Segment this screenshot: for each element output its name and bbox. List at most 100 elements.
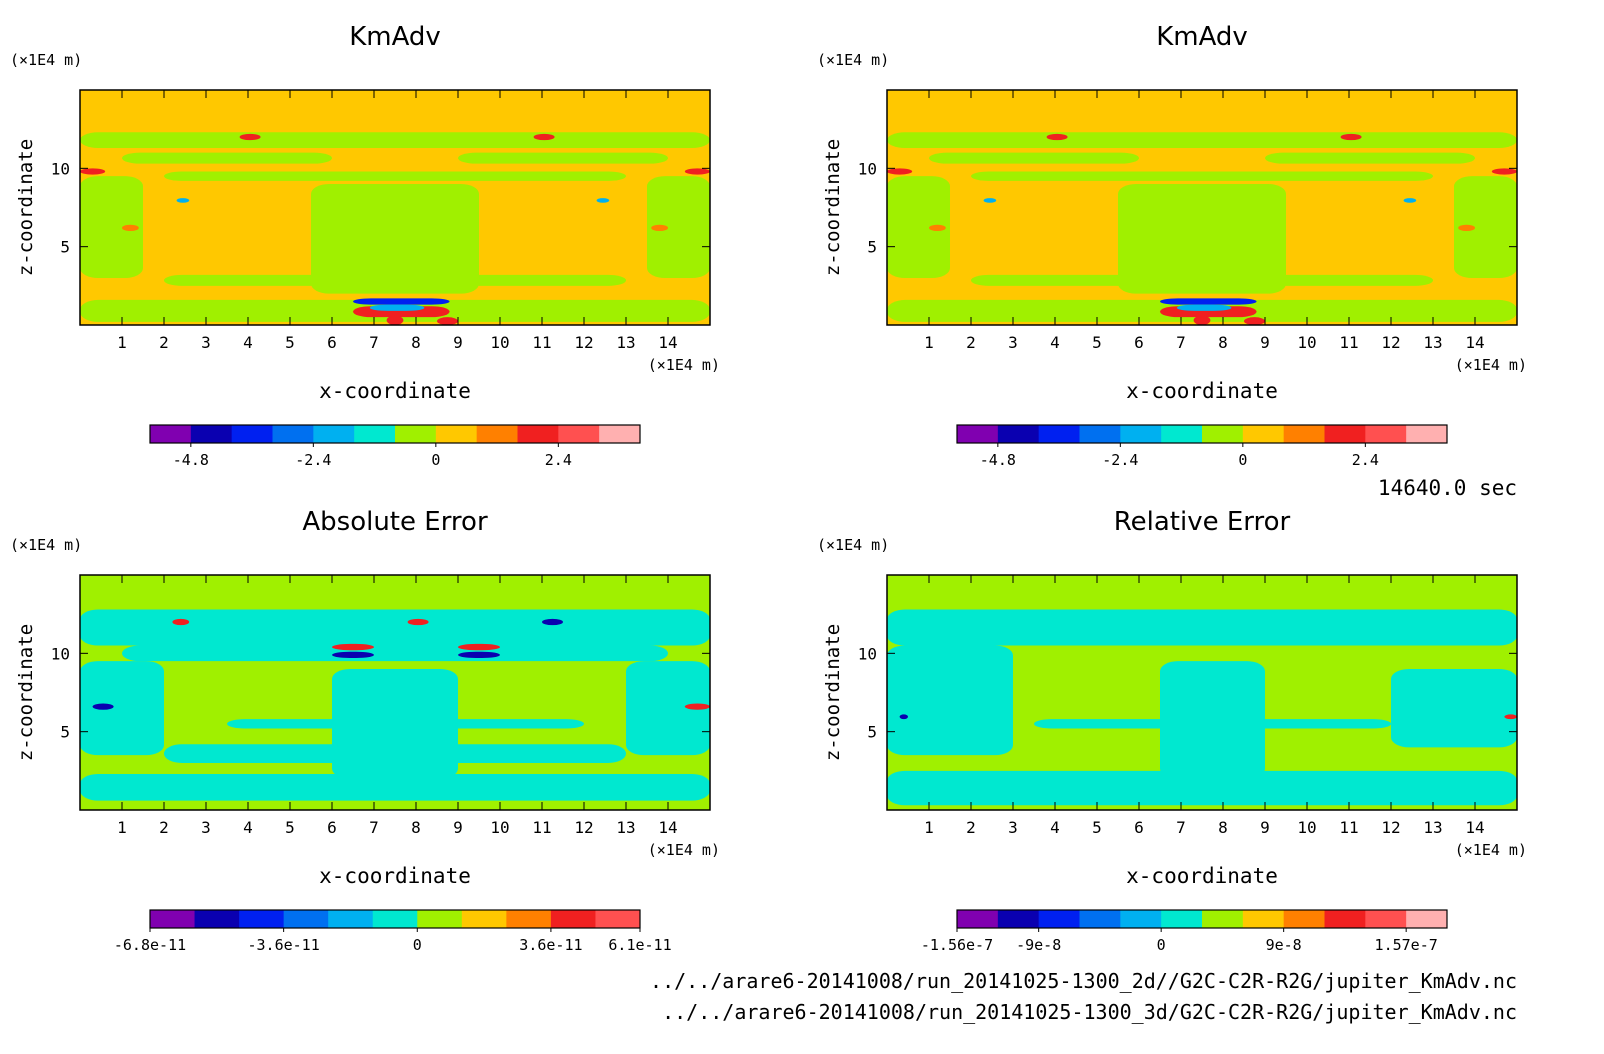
x-tick-label: 5 [1092,333,1102,352]
colorbar-label: -2.4 [295,451,331,469]
x-tick-label: 5 [1092,818,1102,837]
colorbar-swatch [997,425,1040,443]
x-tick-label: 9 [1260,818,1270,837]
colorbar-swatch [461,910,507,928]
x-tick-label: 4 [243,333,253,352]
x-tick-label: 13 [1423,333,1442,352]
x-tick-label: 14 [1465,333,1484,352]
contour-region [887,132,1517,148]
colorbar-swatch [1283,910,1325,928]
x-axis-label: x-coordinate [319,379,471,403]
colorbar-swatch [1242,425,1285,443]
y-axis-label: z-coordinate [822,624,844,761]
contour-region [971,274,1433,286]
colorbar-swatch [1120,425,1162,443]
colorbar-swatch [957,910,999,928]
contour-region [684,703,710,710]
contour-region [332,651,374,659]
x-axis-label: x-coordinate [1126,379,1278,403]
x-tick-label: 12 [574,818,593,837]
colorbar-swatch [417,910,463,928]
contour-region [164,744,626,763]
x-tick-label: 6 [327,818,337,837]
contour-region [122,224,139,231]
contour-field [887,609,1517,806]
x-tick-label: 14 [658,333,677,352]
colorbar: -4.8 -2.4 0 2.4 [149,424,641,469]
x-unit-label: (×1E4 m) [648,356,720,374]
colorbar-swatch [239,910,285,928]
contour-region [80,113,710,131]
x-tick-label: 7 [1176,818,1186,837]
y-axis-label: z-coordinate [15,624,37,761]
panel-1: KmAdv(×1E4 m)1 2 3 4 5 6 7 8 9 10 11 12 13 14510(×1E4… [10,22,720,469]
contour-region [651,224,668,231]
colorbar-swatch [150,910,196,928]
x-tick-label: 2 [159,818,169,837]
panel-title: Absolute Error [302,507,488,537]
y-unit-label: (×1E4 m) [10,536,82,554]
contour-region [1454,176,1517,278]
colorbar-label: -2.4 [1102,451,1138,469]
y-unit-label: (×1E4 m) [817,536,889,554]
colorbar-label: 0 [413,936,422,954]
contour-field [887,113,1517,325]
contour-region [1340,133,1362,141]
x-tick-label: 6 [1134,333,1144,352]
contour-region [1244,317,1265,325]
x-tick-label: 8 [411,818,421,837]
contour-region [971,171,1433,181]
y-tick-label: 10 [51,644,70,663]
panel-3: Absolute Error(×1E4 m)1 2 3 4 5 6 7 8 9 10 11 12 13 1… [10,507,720,954]
colorbar-swatch [328,910,374,928]
x-axis-label: x-coordinate [319,864,471,888]
x-tick-label: 5 [285,818,295,837]
colorbar-frame [149,424,641,444]
colorbar: -1.56e-7 -9e-8 0 9e-8 1.57e-7 [921,909,1448,954]
y-tick-label: 5 [867,238,877,257]
panel-2: KmAdv(×1E4 m)1 2 3 4 5 6 7 8 9 10 11 12 13 14510(×1E4… [817,22,1527,469]
x-tick-label: 12 [574,333,593,352]
colorbar-swatch [194,910,240,928]
colorbar-label: 2.4 [545,451,572,469]
contour-region [1491,168,1517,175]
contour-region [386,315,404,325]
x-tick-label: 11 [532,333,551,352]
colorbar-label: 0 [1238,451,1247,469]
colorbar-swatch [1406,425,1448,443]
contour-region [887,176,950,278]
colorbar-label: -4.8 [980,451,1016,469]
x-tick-label: 2 [966,818,976,837]
y-tick-label: 10 [858,159,877,178]
colorbar-label: 3.6e-11 [519,936,582,954]
contour-region [369,304,425,311]
x-tick-label: 11 [1339,818,1358,837]
colorbar-label: 0 [431,451,440,469]
x-tick-label: 9 [1260,333,1270,352]
colorbar-swatch [1079,910,1121,928]
contour-region [887,609,1517,646]
plot-frame [886,574,1518,811]
x-axis-label: x-coordinate [1126,864,1278,888]
y-tick-label: 10 [858,644,877,663]
colorbar-swatch [1242,910,1285,928]
y-tick-label: 5 [867,723,877,742]
colorbar-label: 2.4 [1352,451,1379,469]
x-tick-label: 1 [924,333,934,352]
contour-region [332,643,374,651]
panel-title: KmAdv [1156,22,1248,52]
contour-region [239,133,261,141]
x-tick-label: 1 [924,818,934,837]
x-tick-label: 9 [453,333,463,352]
plot-frame [79,89,711,326]
y-tick-label: 5 [60,723,70,742]
x-tick-label: 11 [532,818,551,837]
colorbar: -6.8e-11 -3.6e-11 0 3.6e-11 6.1e-11 [114,909,672,954]
contour-region [176,198,190,203]
x-tick-label: 10 [490,818,509,837]
colorbar-swatch [435,425,478,443]
contour-region [80,609,710,646]
colorbar-label: -6.8e-11 [114,936,186,954]
x-tick-label: 11 [1339,333,1358,352]
